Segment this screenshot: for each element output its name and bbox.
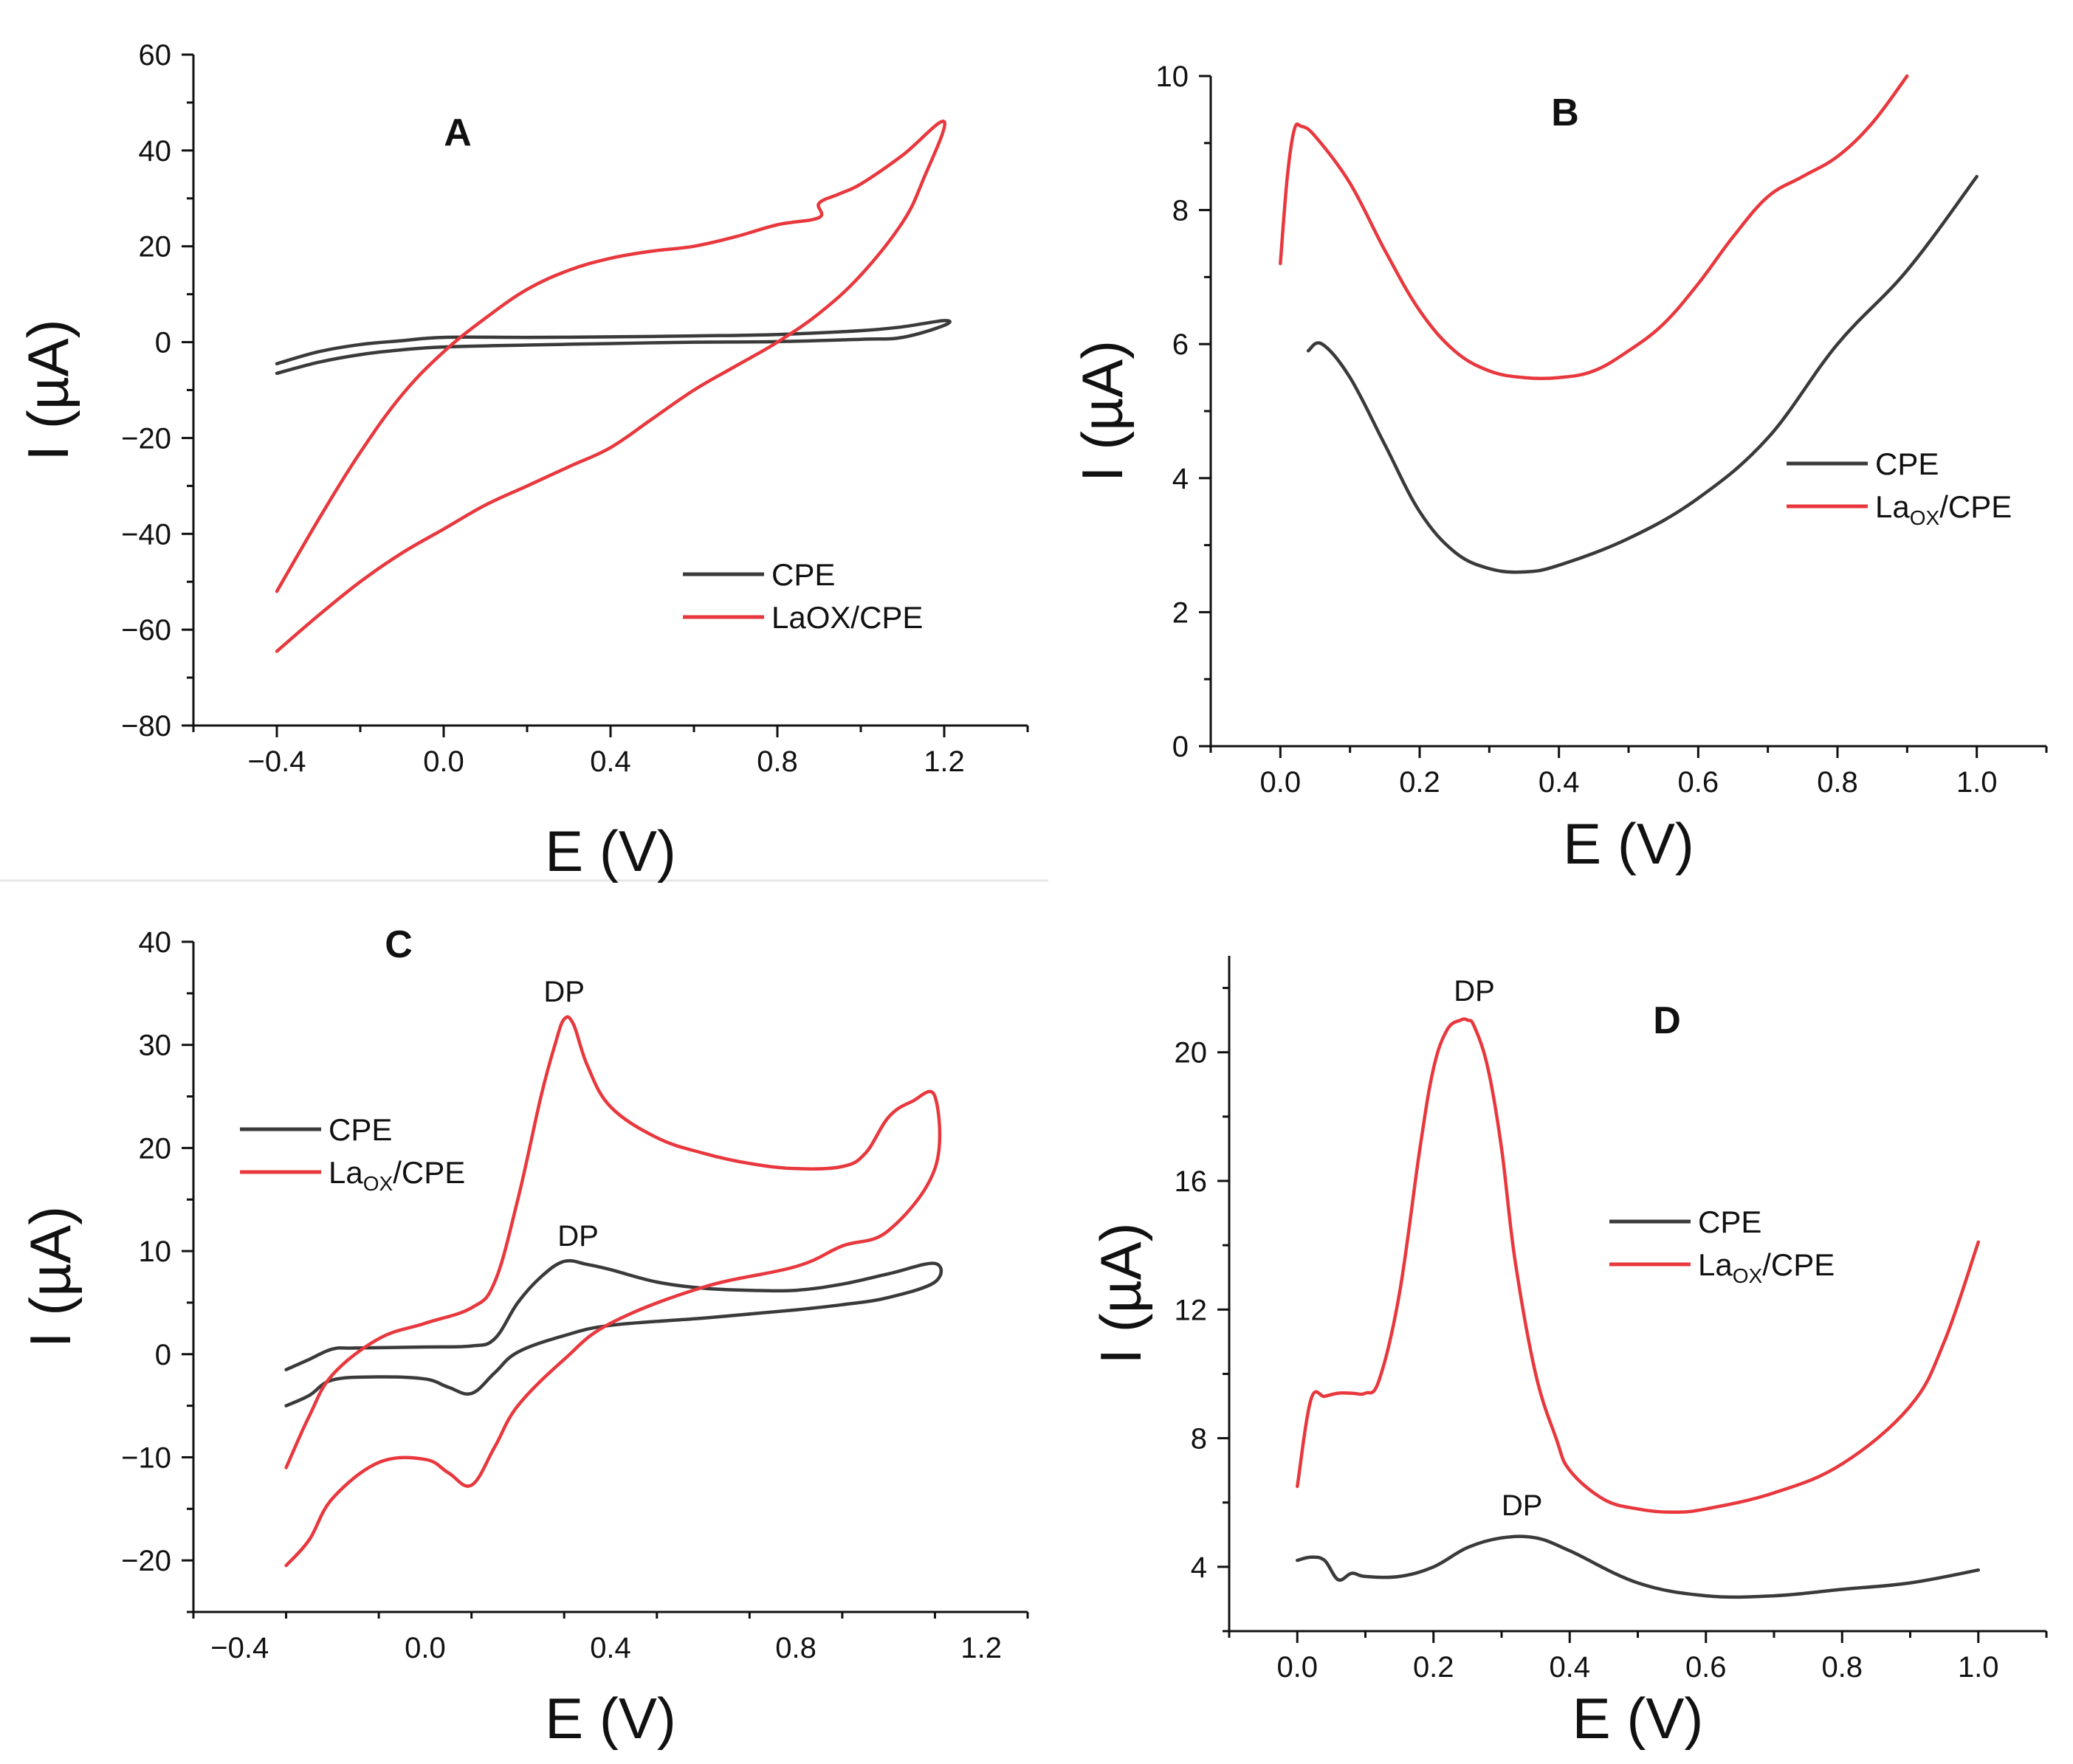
x-tick-label: 0.0 xyxy=(1276,1651,1318,1684)
x-tick-label: −0.4 xyxy=(210,1632,269,1664)
x-tick-label: 1.2 xyxy=(960,1632,1002,1664)
x-tick-label: 0.4 xyxy=(590,1632,631,1664)
series-line-cpe xyxy=(275,319,952,376)
x-tick-label: 1.0 xyxy=(1956,766,1998,799)
legend-label: CPE xyxy=(1875,447,1939,481)
y-tick-label: −10 xyxy=(121,1441,171,1474)
y-tick-label: −80 xyxy=(121,710,171,743)
legend-label: CPE xyxy=(329,1112,392,1147)
x-axis-label: E (V) xyxy=(1572,1686,1704,1751)
y-tick-label: 8 xyxy=(1191,1423,1207,1455)
peak-annotation: DP xyxy=(1454,975,1495,1007)
y-tick-label: 60 xyxy=(139,39,172,72)
y-tick-label: 4 xyxy=(1172,463,1189,495)
series-line-cpe xyxy=(1296,1534,1981,1599)
y-tick-label: 0 xyxy=(155,1339,171,1371)
panel-label: A xyxy=(444,111,472,154)
x-tick-label: 0.6 xyxy=(1678,766,1719,799)
panel-a: −0.4 0.0 0.4 0.8 1.2 −80 −60 −40 −20 0 20 40 60 E (V)… xyxy=(16,39,1029,883)
y-tick-label: −20 xyxy=(121,1545,171,1577)
panel-c: −0.4 0.0 0.4 0.8 1.2 −20 −10 0 10 20 30 40 E (V) I (µ… xyxy=(18,923,1029,1751)
series-line-laox-cpe xyxy=(1279,74,1909,381)
y-axis-label: I (µA) xyxy=(1070,340,1135,482)
x-tick-label: 0.4 xyxy=(590,745,631,778)
y-axis-label: I (µA) xyxy=(16,319,80,461)
y-tick-label: −60 xyxy=(121,614,171,647)
peak-annotation: DP xyxy=(557,1220,599,1253)
legend-label: LaOX/CPE xyxy=(1875,489,2012,529)
y-axis-label: I (µA) xyxy=(1088,1222,1153,1364)
x-tick-label: 0.8 xyxy=(757,745,798,778)
x-tick-label: 0.4 xyxy=(1539,766,1580,799)
x-tick-label: −0.4 xyxy=(248,745,306,778)
x-tick-label: 0.6 xyxy=(1685,1651,1727,1684)
y-tick-label: 6 xyxy=(1172,328,1189,361)
y-tick-label: 20 xyxy=(139,231,172,263)
panel-b: 0.0 0.2 0.4 0.6 0.8 1.0 0 2 4 6 8 10 E (V) I (µA) B CPE… xyxy=(1070,61,2048,876)
x-tick-label: 0.8 xyxy=(1821,1651,1863,1684)
y-tick-label: 30 xyxy=(139,1030,172,1062)
series-line-cpe xyxy=(1306,174,1979,574)
y-tick-label: 12 xyxy=(1175,1294,1208,1326)
y-tick-label: −20 xyxy=(121,422,171,455)
x-tick-label: 1.0 xyxy=(1958,1651,1999,1684)
y-tick-label: 2 xyxy=(1172,596,1189,629)
series-line-laox-cpe xyxy=(275,120,946,653)
y-tick-label: −40 xyxy=(121,518,171,551)
y-tick-label: 40 xyxy=(139,135,172,168)
legend-label: CPE xyxy=(1698,1205,1761,1239)
panel-d: 0.0 0.2 0.4 0.6 0.8 1.0 4 8 12 16 20 E (V) I (µA) D CP… xyxy=(1088,956,2048,1751)
y-tick-label: 10 xyxy=(1156,61,1189,93)
y-tick-label: 8 xyxy=(1172,195,1189,227)
y-tick-label: 10 xyxy=(139,1236,172,1268)
x-tick-label: 0.0 xyxy=(423,745,464,778)
x-tick-label: 0.2 xyxy=(1399,766,1440,799)
x-tick-label: 0.8 xyxy=(775,1632,817,1664)
x-tick-label: 0.4 xyxy=(1549,1651,1590,1684)
panel-label: C xyxy=(385,923,413,966)
series-line-laox-cpe xyxy=(284,1015,942,1568)
y-axis-label: I (µA) xyxy=(18,1206,83,1348)
x-axis-label: E (V) xyxy=(1563,811,1694,876)
panel-label: D xyxy=(1653,999,1681,1042)
x-tick-label: 0.0 xyxy=(405,1632,446,1664)
x-axis-label: E (V) xyxy=(545,1686,676,1751)
peak-annotation: DP xyxy=(543,976,585,1008)
y-tick-label: 20 xyxy=(1175,1037,1208,1069)
x-tick-label: 1.2 xyxy=(924,745,965,778)
legend-label: CPE xyxy=(771,557,835,592)
y-tick-label: 0 xyxy=(155,327,171,359)
legend-label: LaOX/CPE xyxy=(1698,1247,1835,1287)
series-line-cpe xyxy=(284,1258,943,1408)
legend-label: LaOX/CPE xyxy=(771,600,923,635)
x-axis-label: E (V) xyxy=(545,819,676,883)
y-tick-label: 20 xyxy=(139,1132,172,1165)
y-tick-label: 40 xyxy=(139,926,172,959)
series-line-laox-cpe xyxy=(1296,1017,1981,1515)
y-tick-label: 4 xyxy=(1191,1551,1207,1584)
panel-label: B xyxy=(1551,92,1579,134)
legend-label: LaOX/CPE xyxy=(329,1155,465,1195)
y-tick-label: 16 xyxy=(1175,1165,1208,1198)
x-tick-label: 0.8 xyxy=(1817,766,1858,799)
x-tick-label: 0.0 xyxy=(1260,766,1302,799)
x-tick-label: 0.2 xyxy=(1413,1651,1454,1684)
peak-annotation: DP xyxy=(1502,1489,1543,1522)
y-tick-label: 0 xyxy=(1172,731,1189,763)
